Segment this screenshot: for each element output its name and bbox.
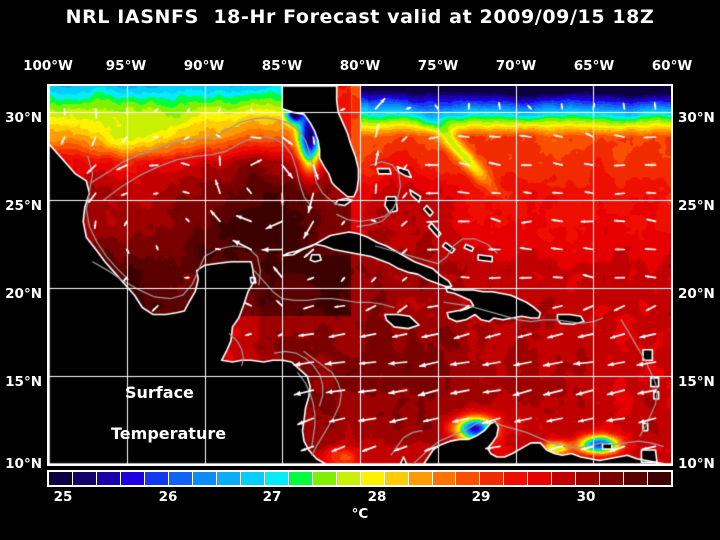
colorbar-tick-27: 27 — [262, 489, 282, 505]
colorbar-tick-28: 28 — [367, 489, 387, 505]
lon-tick-70w: 70°W — [495, 58, 537, 74]
lat-tick-right-25n: 25°N — [678, 198, 715, 214]
colorbar-tick-30: 30 — [576, 489, 596, 505]
colorbar-cell — [216, 472, 241, 485]
colorbar-cell — [192, 472, 217, 485]
colorbar-cell — [72, 472, 97, 485]
colorbar-cell — [168, 472, 193, 485]
sst-heatmap-canvas — [49, 86, 671, 464]
lon-tick-95w: 95°W — [105, 58, 147, 74]
colorbar-cell — [456, 472, 481, 485]
colorbar-cell — [648, 472, 672, 485]
colorbar-cell — [624, 472, 649, 485]
colorbar-cell — [264, 472, 289, 485]
colorbar-tick-26: 26 — [158, 489, 178, 505]
colorbar-cells — [49, 472, 672, 485]
colorbar-cell — [312, 472, 337, 485]
lat-tick-left-25n: 25°N — [5, 198, 42, 214]
colorbar-cell — [120, 472, 145, 485]
colorbar-cell — [504, 472, 529, 485]
colorbar-cell — [144, 472, 169, 485]
colorbar-cell — [336, 472, 361, 485]
lat-tick-right-30n: 30°N — [678, 110, 715, 126]
colorbar-units-label: °C — [351, 506, 369, 522]
lat-tick-right-15n: 15°N — [678, 374, 715, 390]
colorbar-cell — [240, 472, 265, 485]
lon-tick-100w: 100°W — [23, 58, 73, 74]
lon-tick-90w: 90°W — [183, 58, 225, 74]
page-title: NRL IASNFS 18-Hr Forecast valid at 2009/… — [65, 6, 655, 28]
colorbar-cell — [288, 472, 313, 485]
lat-tick-left-10n: 10°N — [5, 456, 42, 472]
colorbar-cell — [552, 472, 577, 485]
colorbar-cell — [600, 472, 625, 485]
colorbar-cell — [384, 472, 409, 485]
lat-tick-left-20n: 20°N — [5, 286, 42, 302]
colorbar-cell — [432, 472, 457, 485]
lat-tick-left-30n: 30°N — [5, 110, 42, 126]
lon-tick-60w: 60°W — [651, 58, 693, 74]
lon-tick-65w: 65°W — [573, 58, 615, 74]
colorbar-cell — [576, 472, 601, 485]
lon-tick-80w: 80°W — [339, 58, 381, 74]
lat-tick-left-15n: 15°N — [5, 374, 42, 390]
lon-tick-75w: 75°W — [417, 58, 459, 74]
lat-tick-right-10n: 10°N — [678, 456, 715, 472]
colorbar-cell — [528, 472, 553, 485]
colorbar-tick-29: 29 — [471, 489, 491, 505]
colorbar-cell — [480, 472, 505, 485]
colorbar-tick-25: 25 — [53, 489, 73, 505]
map-plot-area[interactable]: Surface Temperature — [47, 84, 673, 466]
colorbar-cell — [49, 472, 73, 485]
colorbar-cell — [408, 472, 433, 485]
lat-tick-right-20n: 20°N — [678, 286, 715, 302]
colorbar[interactable] — [47, 470, 673, 487]
lon-tick-85w: 85°W — [261, 58, 303, 74]
colorbar-cell — [96, 472, 121, 485]
colorbar-cell — [360, 472, 385, 485]
